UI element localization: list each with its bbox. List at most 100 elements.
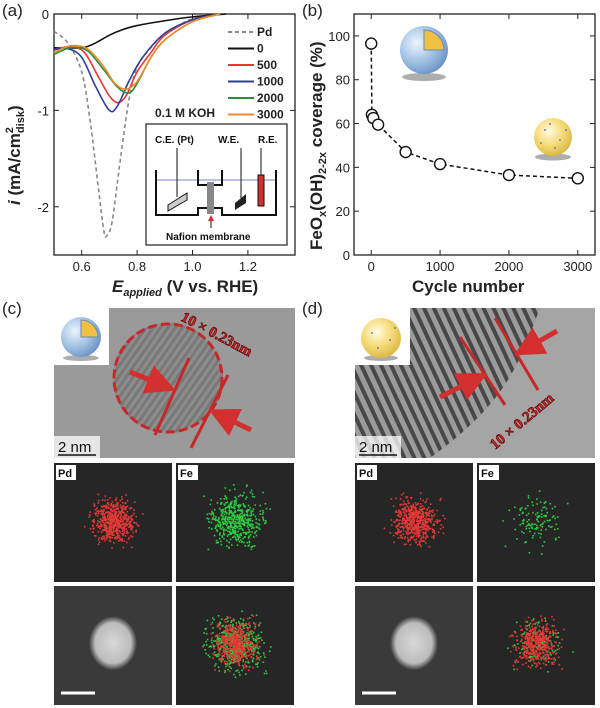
- signal-dot: [556, 635, 558, 638]
- signal-dot: [242, 520, 245, 523]
- signal-dot: [406, 519, 408, 521]
- signal-dot: [536, 636, 538, 639]
- signal-dot: [234, 527, 237, 530]
- signal-dot: [405, 543, 407, 545]
- signal-dot: [392, 505, 395, 507]
- signal-dot: [220, 645, 223, 647]
- signal-dot: [127, 531, 129, 534]
- signal-dot: [236, 644, 238, 646]
- signal-dot: [255, 534, 258, 537]
- signal-dot: [111, 520, 113, 523]
- signal-dot: [218, 670, 221, 672]
- signal-dot: [543, 514, 546, 517]
- signal-dot: [233, 661, 236, 663]
- signal-dot: [532, 654, 535, 657]
- signal-dot: [241, 529, 244, 531]
- signal-dot: [110, 510, 113, 512]
- signal-dot: [110, 507, 113, 510]
- signal-dot: [242, 531, 245, 534]
- signal-dot: [425, 528, 428, 530]
- signal-dot: [231, 647, 234, 650]
- signal-dot: [538, 646, 541, 648]
- signal-dot: [208, 646, 211, 648]
- signal-dot: [225, 660, 228, 663]
- y-tick-label: 0: [343, 248, 350, 263]
- signal-dot: [248, 617, 251, 619]
- signal-dot: [101, 529, 104, 532]
- signal-dot: [393, 541, 395, 544]
- signal-dot: [223, 636, 226, 638]
- signal-dot: [245, 637, 248, 640]
- signal-dot: [523, 651, 525, 654]
- signal-dot: [246, 639, 249, 642]
- signal-dot: [409, 514, 412, 517]
- signal-dot: [413, 521, 415, 524]
- signal-dot: [247, 520, 250, 523]
- signal-dot: [97, 499, 100, 502]
- signal-dot: [530, 658, 533, 661]
- signal-dot: [527, 656, 530, 658]
- signal-dot: [244, 517, 247, 520]
- signal-dot: [426, 508, 428, 511]
- signal-dot: [205, 632, 208, 635]
- signal-dot: [255, 518, 258, 520]
- signal-dot: [257, 647, 260, 650]
- signal-dot: [537, 638, 540, 641]
- signal-dot: [249, 633, 251, 635]
- signal-dot: [220, 524, 222, 526]
- signal-dot: [253, 647, 255, 650]
- signal-dot: [234, 504, 237, 507]
- signal-dot: [223, 629, 226, 632]
- signal-dot: [525, 514, 528, 517]
- signal-dot: [113, 505, 116, 508]
- signal-dot: [109, 528, 111, 531]
- signal-dot: [109, 533, 111, 535]
- signal-dot: [417, 515, 420, 518]
- signal-dot: [212, 516, 214, 519]
- signal-dot: [515, 649, 518, 651]
- signal-dot: [103, 514, 105, 516]
- signal-dot: [233, 640, 236, 642]
- signal-dot: [217, 643, 219, 645]
- signal-dot: [427, 529, 429, 532]
- signal-dot: [549, 502, 552, 505]
- signal-dot: [113, 527, 115, 529]
- signal-dot: [508, 509, 511, 512]
- signal-dot: [547, 628, 550, 630]
- signal-dot: [125, 531, 128, 533]
- signal-dot: [100, 525, 103, 528]
- signal-dot: [425, 531, 427, 534]
- signal-dot: [255, 644, 257, 647]
- signal-dot: [108, 539, 111, 542]
- signal-dot: [118, 524, 121, 526]
- signal-dot: [243, 666, 245, 668]
- signal-dot: [239, 524, 241, 527]
- signal-dot: [535, 649, 537, 652]
- signal-dot: [403, 523, 406, 525]
- signal-dot: [131, 527, 133, 529]
- signal-dot: [110, 502, 113, 505]
- signal-dot: [532, 658, 535, 661]
- signal-dot: [116, 534, 119, 536]
- signal-dot: [398, 513, 401, 515]
- signal-dot: [231, 649, 233, 652]
- signal-dot: [541, 620, 543, 622]
- signal-dot: [118, 522, 121, 525]
- signal-dot: [255, 526, 258, 528]
- arrow-icon: [438, 373, 488, 401]
- signal-dot: [433, 535, 435, 538]
- signal-dot: [254, 638, 257, 641]
- signal-dot: [250, 649, 253, 652]
- signal-dot: [238, 514, 240, 516]
- signal-dot: [410, 497, 412, 499]
- signal-dot: [534, 627, 537, 630]
- signal-dot: [231, 544, 233, 546]
- signal-dot: [399, 504, 402, 506]
- signal-dot: [527, 641, 530, 644]
- signal-dot: [122, 546, 125, 549]
- signal-dot: [532, 650, 535, 653]
- signal-dot: [236, 519, 238, 521]
- signal-dot: [114, 511, 117, 513]
- signal-dot: [422, 535, 425, 537]
- signal-dot: [120, 525, 122, 528]
